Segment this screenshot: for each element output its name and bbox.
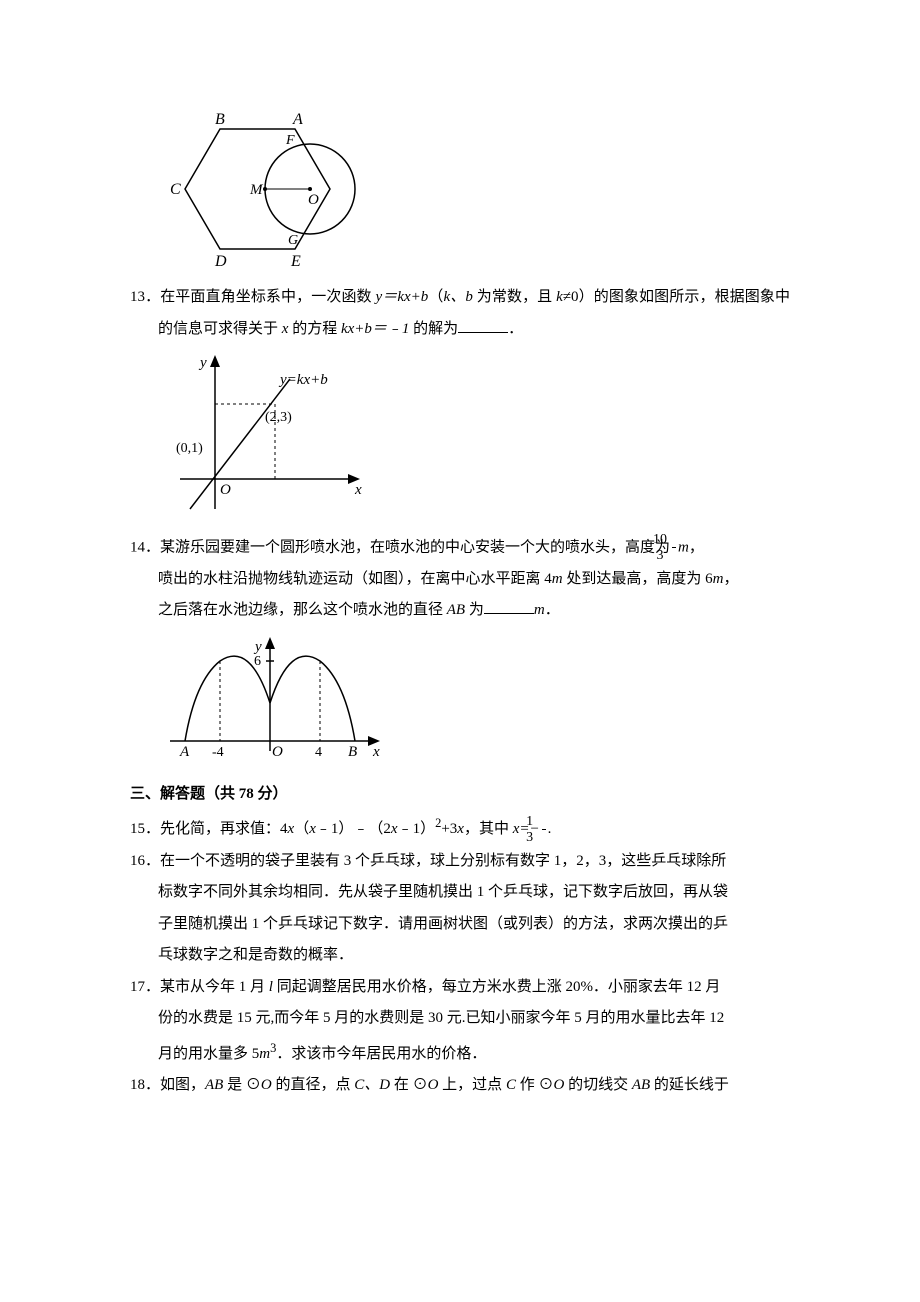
q13-prefix: 13．在平面直角坐标系中，一次函数 xyxy=(130,289,376,305)
q15-frac: 13 xyxy=(540,814,548,846)
svg-text:A: A xyxy=(179,744,190,760)
svg-text:-4: -4 xyxy=(212,745,224,760)
q17-l1: 17．某市从今年 1 月 l 同起调整居民用水价格，每立方米水费上涨 20%．小… xyxy=(130,972,790,1004)
figure-q14: y x 6 O A B -4 4 xyxy=(160,631,790,771)
q17-l3: 月的用水量多 5m3．求该市今年居民用水的价格． xyxy=(130,1035,790,1071)
q16-l3: 子里随机摸出 1 个乒乓球记下数字．请用画树状图（或列表）的方法，求两次摸出的乒 xyxy=(130,909,790,941)
svg-text:C: C xyxy=(170,181,181,198)
figure-q12: B A F C M O D E G xyxy=(160,104,790,274)
svg-text:F: F xyxy=(285,133,295,148)
q16-l2: 标数字不同外其余均相同．先从袋子里随机摸出 1 个乒乓球，记下数字后放回，再从袋 xyxy=(130,877,790,909)
q16-l4: 乓球数字之和是奇数的概率． xyxy=(130,940,790,972)
svg-text:y=kx+b: y=kx+b xyxy=(278,372,328,388)
svg-text:x: x xyxy=(372,744,380,760)
section-3-title: 三、解答题（共 78 分） xyxy=(130,779,790,811)
q14-line3: 之后落在水池边缘，那么这个喷水池的直径 AB 为m． xyxy=(130,595,790,627)
svg-text:B: B xyxy=(348,744,357,760)
q13-func: y＝kx+b xyxy=(376,289,429,305)
q15-text: 15．先化简，再求值：4x（x﹣1）﹣（2x﹣1）2+3x，其中 x=−13. xyxy=(130,810,790,846)
q14-text: 14．某游乐园要建一个圆形喷水池，在喷水池的中心安装一个大的喷水头，高度为103… xyxy=(130,532,790,564)
q17-l2: 份的水费是 15 元,而今年 5 月的水费则是 30 元.已知小丽家今年 5 月… xyxy=(130,1003,790,1035)
q16-l1: 16．在一个不透明的袋子里装有 3 个乒乓球，球上分别标有数字 1，2，3，这些… xyxy=(130,846,790,878)
svg-text:O: O xyxy=(272,744,283,760)
svg-text:x: x xyxy=(354,482,362,498)
q14-line2: 喷出的水柱沿抛物线轨迹运动（如图），在离中心水平距离 4m 处到达最高，高度为 … xyxy=(130,564,790,596)
svg-text:y: y xyxy=(253,639,262,655)
svg-text:E: E xyxy=(290,253,301,270)
svg-text:(2,3): (2,3) xyxy=(265,410,292,425)
svg-text:G: G xyxy=(288,233,298,248)
svg-text:6: 6 xyxy=(254,654,261,669)
svg-text:A: A xyxy=(292,111,303,128)
q14-frac: 103 xyxy=(670,532,678,564)
q14-blank xyxy=(484,598,534,614)
svg-text:O: O xyxy=(220,482,231,498)
svg-text:(0,1): (0,1) xyxy=(176,441,203,456)
svg-text:4: 4 xyxy=(315,745,322,760)
svg-text:D: D xyxy=(214,253,227,270)
q13-blank xyxy=(458,317,508,333)
svg-text:M: M xyxy=(249,182,264,198)
q18-l1: 18．如图，AB 是 ⊙O 的直径，点 C、D 在 ⊙O 上，过点 C 作 ⊙O… xyxy=(130,1070,790,1102)
q13-text: 13．在平面直角坐标系中，一次函数 y＝kx+b（k、b 为常数，且 k≠0）的… xyxy=(130,282,790,345)
figure-q13: y x O y=kx+b (2,3) (0,1) xyxy=(160,349,790,524)
svg-text:O: O xyxy=(308,192,319,208)
svg-text:y: y xyxy=(198,355,207,371)
svg-text:B: B xyxy=(215,111,225,128)
